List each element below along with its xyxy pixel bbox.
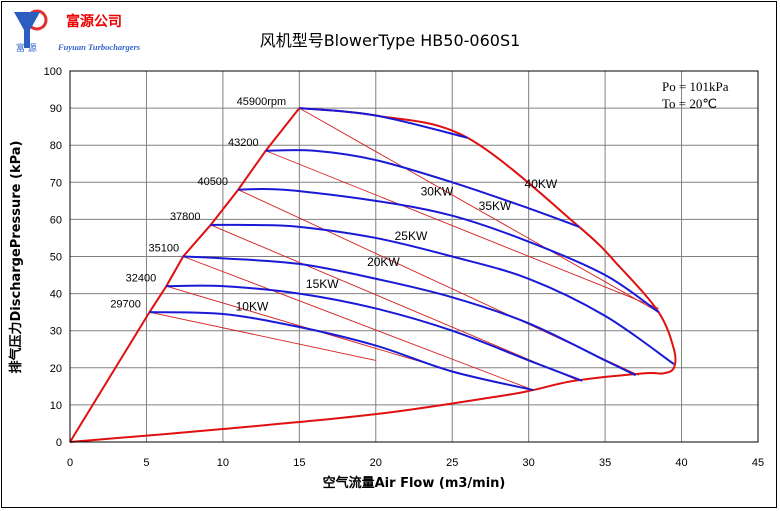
speed-line-40500 (238, 187, 660, 313)
y-tick-label: 30 (50, 326, 62, 338)
axis-ticks: 0 5 10 15 20 25 30 35 40 45 0 10 20 30 40 50 60 70 80 90 100 (44, 66, 764, 469)
y-tick-label: 0 (56, 437, 62, 449)
x-tick-label: 10 (217, 457, 229, 469)
y-tick-label: 40 (50, 289, 62, 301)
chart-title: 风机型号BlowerType HB50-060S1 (260, 31, 521, 50)
x-tick-label: 20 (370, 457, 382, 469)
condition-to: To = 20℃ (662, 96, 717, 111)
y-tick-label: 100 (44, 66, 62, 78)
grid (69, 70, 759, 443)
speed-line-45900 (299, 107, 468, 139)
x-tick-label: 45 (752, 457, 764, 469)
speed-label: 35100 (149, 243, 180, 255)
speed-lines (149, 107, 675, 392)
condition-po: Po = 101kPa (662, 79, 729, 94)
logo-company-cn-small: 富 源 (16, 42, 37, 54)
power-label: 20KW (367, 255, 400, 269)
speed-label: 43200 (228, 137, 259, 149)
power-label: 35KW (479, 199, 512, 213)
speed-label: 40500 (197, 176, 228, 188)
x-tick-label: 35 (599, 457, 611, 469)
y-tick-label: 90 (50, 103, 62, 115)
power-line-35kw (265, 150, 659, 309)
y-tick-label: 20 (50, 363, 62, 375)
y-tick-label: 50 (50, 252, 62, 264)
power-label: 25KW (395, 229, 428, 243)
power-label: 10KW (236, 299, 269, 313)
operating-envelope (69, 107, 677, 443)
conditions-box: Po = 101kPa To = 20℃ (662, 79, 729, 111)
y-tick-label: 80 (50, 140, 62, 152)
surge-line (69, 107, 301, 443)
speed-label: 37800 (170, 211, 201, 223)
logo-company-en: Fuyuan Turbochargers (57, 42, 141, 52)
y-tick-label: 60 (50, 214, 62, 226)
curve-labels: 45900rpm 43200 40500 37800 35100 32400 29700 10… (110, 96, 558, 313)
power-label: 30KW (421, 184, 454, 198)
x-axis-label: 空气流量Air Flow (m3/min) (323, 475, 506, 491)
company-logo: 富源公司 富 源 Fuyuan Turbochargers (14, 9, 141, 54)
speed-line-37800 (210, 223, 675, 365)
y-tick-label: 10 (50, 400, 62, 412)
logo-y-icon (14, 12, 40, 48)
x-tick-label: 30 (523, 457, 535, 469)
x-tick-label: 5 (143, 457, 149, 469)
power-line-20kw (182, 256, 534, 391)
x-tick-label: 25 (446, 457, 458, 469)
power-line-25kw (210, 224, 580, 382)
x-tick-label: 40 (675, 457, 687, 469)
speed-label: 32400 (126, 272, 157, 284)
speed-line-29700 (149, 311, 534, 392)
power-label: 15KW (306, 277, 339, 291)
speed-label: 45900rpm (237, 96, 287, 108)
speed-line-32400 (166, 284, 583, 382)
x-tick-label: 0 (67, 457, 73, 469)
x-tick-label: 15 (293, 457, 305, 469)
logo-company-cn: 富源公司 (66, 13, 122, 30)
y-tick-label: 70 (50, 177, 62, 189)
plot-area (69, 70, 759, 443)
speed-line-35100 (183, 255, 637, 377)
speed-line-43200 (265, 149, 580, 228)
speed-label: 29700 (110, 298, 141, 310)
power-line-40kw (299, 107, 659, 313)
power-line-10kw (149, 311, 376, 361)
choke-line (69, 107, 677, 443)
power-label: 40KW (525, 177, 558, 191)
y-axis-label: 排气压力DischargePressure (kPa) (8, 141, 24, 374)
